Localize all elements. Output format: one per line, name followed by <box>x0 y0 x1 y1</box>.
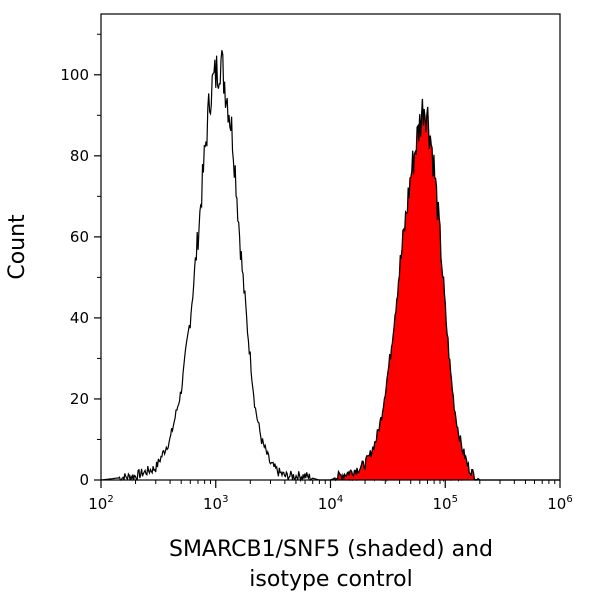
y-tick-label: 80 <box>70 147 89 165</box>
series-0 <box>100 50 560 483</box>
x-tick-label: 103 <box>203 494 228 513</box>
y-tick-label: 60 <box>70 228 89 246</box>
x-axis-title-line-2: isotype control <box>249 567 412 592</box>
y-tick-label: 20 <box>70 390 89 408</box>
plot-frame <box>100 13 561 481</box>
series-line-0 <box>100 50 560 483</box>
series-fill-1 <box>330 98 480 481</box>
x-tick-label: 104 <box>318 494 343 513</box>
series-layer <box>100 50 560 483</box>
x-axis-title-line-1: SMARCB1/SNF5 (shaded) and <box>169 537 493 562</box>
x-tick-label: 102 <box>88 494 113 513</box>
y-tick-label: 0 <box>79 471 89 489</box>
x-tick-label: 105 <box>433 494 458 513</box>
y-tick-label: 100 <box>60 66 89 84</box>
x-tick-label: 106 <box>547 494 572 513</box>
series-outline-1 <box>330 98 481 482</box>
y-axis-title: Count <box>5 214 30 280</box>
y-tick-label: 40 <box>70 309 89 327</box>
axis-layer: 0 20 40 60 80 100 102 103 104 105 106 <box>60 33 573 513</box>
series-1 <box>330 98 481 482</box>
